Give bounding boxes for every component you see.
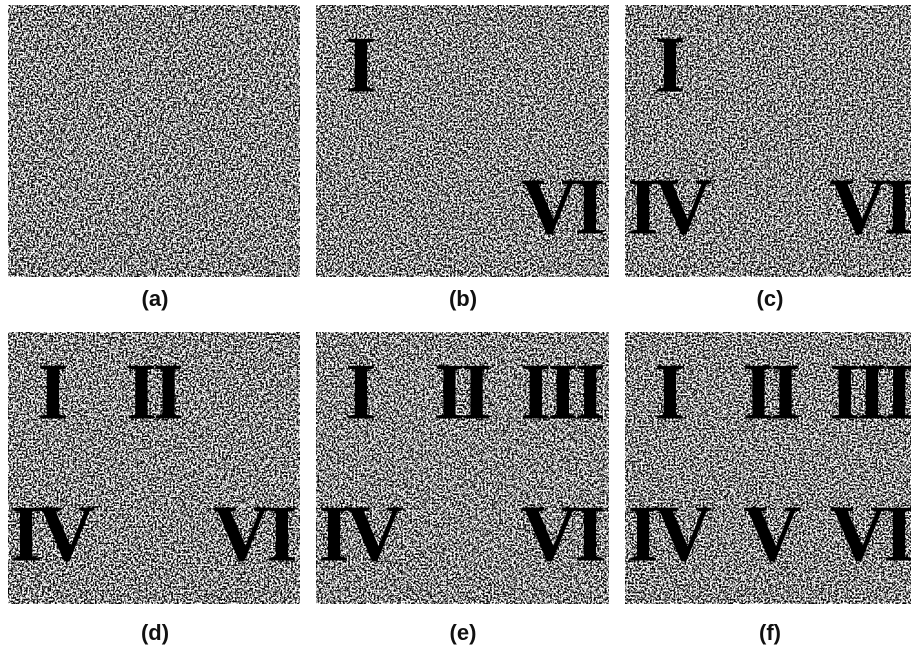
- numeral: V: [743, 490, 800, 578]
- panel-label: (b): [403, 286, 523, 312]
- numeral: IV: [628, 163, 712, 251]
- noise-panel: I IV VI: [625, 5, 911, 277]
- numeral: I: [654, 21, 683, 109]
- numeral: II: [126, 348, 182, 436]
- numeral: IV: [11, 490, 95, 578]
- panel-label: (c): [710, 286, 830, 312]
- panel-label: (e): [403, 620, 523, 646]
- numeral: VI: [830, 163, 911, 251]
- noise: [8, 5, 300, 277]
- panel-label: (f): [710, 620, 830, 646]
- noise-panel: I VI: [316, 5, 609, 277]
- numeral: II: [743, 348, 799, 436]
- numeral: VI: [213, 490, 296, 578]
- numeral: VI: [521, 163, 604, 251]
- numeral: III: [520, 348, 603, 436]
- numeral: I: [654, 348, 683, 436]
- numeral: I: [345, 21, 374, 109]
- panel-label: (a): [95, 286, 215, 312]
- numeral: VI: [521, 490, 604, 578]
- numeral: IV: [319, 490, 403, 578]
- panel-label: (d): [95, 620, 215, 646]
- numeral: II: [434, 348, 490, 436]
- numeral: III: [829, 348, 911, 436]
- numeral: IV: [628, 490, 712, 578]
- numeral: I: [345, 348, 374, 436]
- numeral: VI: [830, 490, 911, 578]
- noise-panel: [8, 5, 300, 277]
- figure: (a)IVI(b)IIVVI(c)IIIIVVI(d)IIIIIIIVVI(e)…: [0, 0, 911, 652]
- numeral: I: [37, 348, 66, 436]
